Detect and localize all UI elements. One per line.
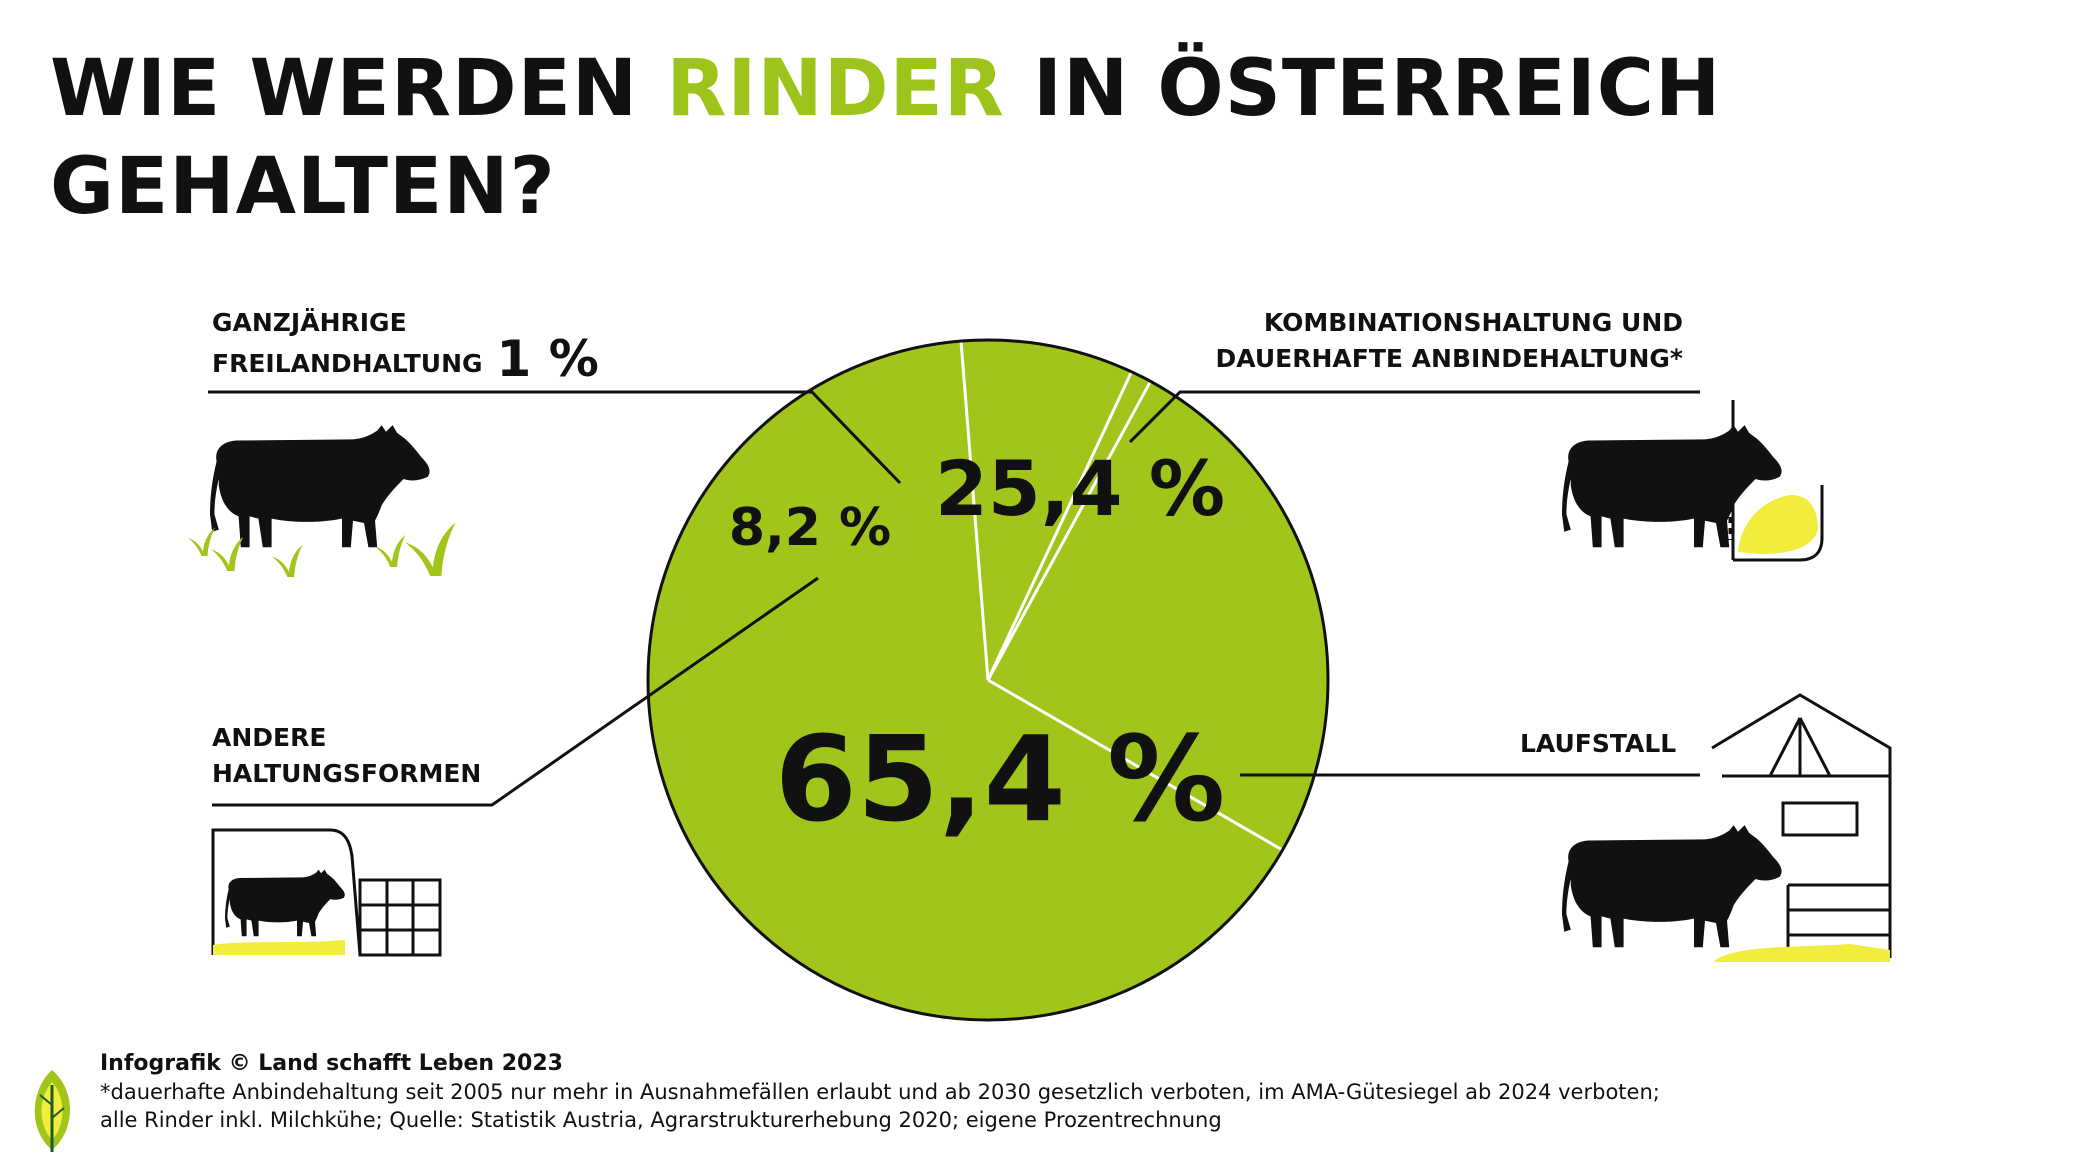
label-andere-line1: ANDERE <box>212 723 327 752</box>
label-andere-line2: HALTUNGSFORMEN <box>212 759 482 788</box>
title-part2: IN ÖSTERREICH <box>1004 44 1722 134</box>
label-freiland-pct: 1 % <box>496 330 599 388</box>
land-schafft-leben-logo-icon <box>34 1070 70 1152</box>
label-andere-haltungsformen: ANDERE HALTUNGSFORMEN <box>212 720 481 792</box>
pie-slice-kombinationshaltung-und-dauerhafte-anbindehaltung <box>988 381 1328 850</box>
leader-line-andere <box>212 576 819 807</box>
page-title: WIE WERDEN RINDER IN ÖSTERREICH GEHALTEN? <box>50 40 1750 236</box>
pct-label-kombi: 25,4 % <box>935 444 1225 533</box>
label-freiland-line2: FREILANDHALTUNG <box>212 349 483 378</box>
cow-calf-box-icon <box>211 828 442 957</box>
pct-label-andere: 8,2 % <box>729 498 891 558</box>
pie-slice-andere-haltungsformen <box>961 340 1132 680</box>
label-laufstall: LAUFSTALL <box>1520 729 1677 758</box>
leader-line-freiland <box>208 390 902 485</box>
cow-grazing-icon <box>188 425 456 577</box>
cow-barn-icon <box>1562 693 1892 962</box>
title-accent: RINDER <box>666 44 1005 134</box>
pie-separator-3 <box>986 380 1152 681</box>
pie-separator-2 <box>986 371 1133 681</box>
pie-separator-1 <box>959 340 990 681</box>
label-kombinationshaltung: KOMBINATIONSHALTUNG UND DAUERHAFTE ANBIN… <box>1216 305 1683 377</box>
leader-line-kombi <box>1128 390 1700 444</box>
label-freilandhaltung: GANZJÄHRIGE FREILANDHALTUNG 1 % <box>212 305 599 384</box>
pie-chart <box>646 338 1330 1022</box>
footer: Infografik © Land schafft Leben 2023 *da… <box>100 1050 1660 1134</box>
footer-credit: Infografik © Land schafft Leben 2023 <box>100 1051 563 1076</box>
footer-note-line1: *dauerhafte Anbindehaltung seit 2005 nur… <box>100 1080 1660 1104</box>
pie-separator-0 <box>987 678 1284 852</box>
footer-note-line2: alle Rinder inkl. Milchkühe; Quelle: Sta… <box>100 1108 1222 1132</box>
label-kombi-line1: KOMBINATIONSHALTUNG UND <box>1263 308 1683 337</box>
label-freiland-line1: GANZJÄHRIGE <box>212 308 407 337</box>
title-line2: GEHALTEN? <box>50 142 556 232</box>
pct-label-laufstall: 65,4 % <box>775 710 1225 848</box>
pie-slice-laufstall <box>647 341 1283 1021</box>
pie-outline <box>646 338 1330 1022</box>
title-part1: WIE WERDEN <box>50 44 667 134</box>
label-kombi-line2: DAUERHAFTE ANBINDEHALTUNG* <box>1215 344 1683 373</box>
cow-tethered-icon <box>1562 400 1824 562</box>
